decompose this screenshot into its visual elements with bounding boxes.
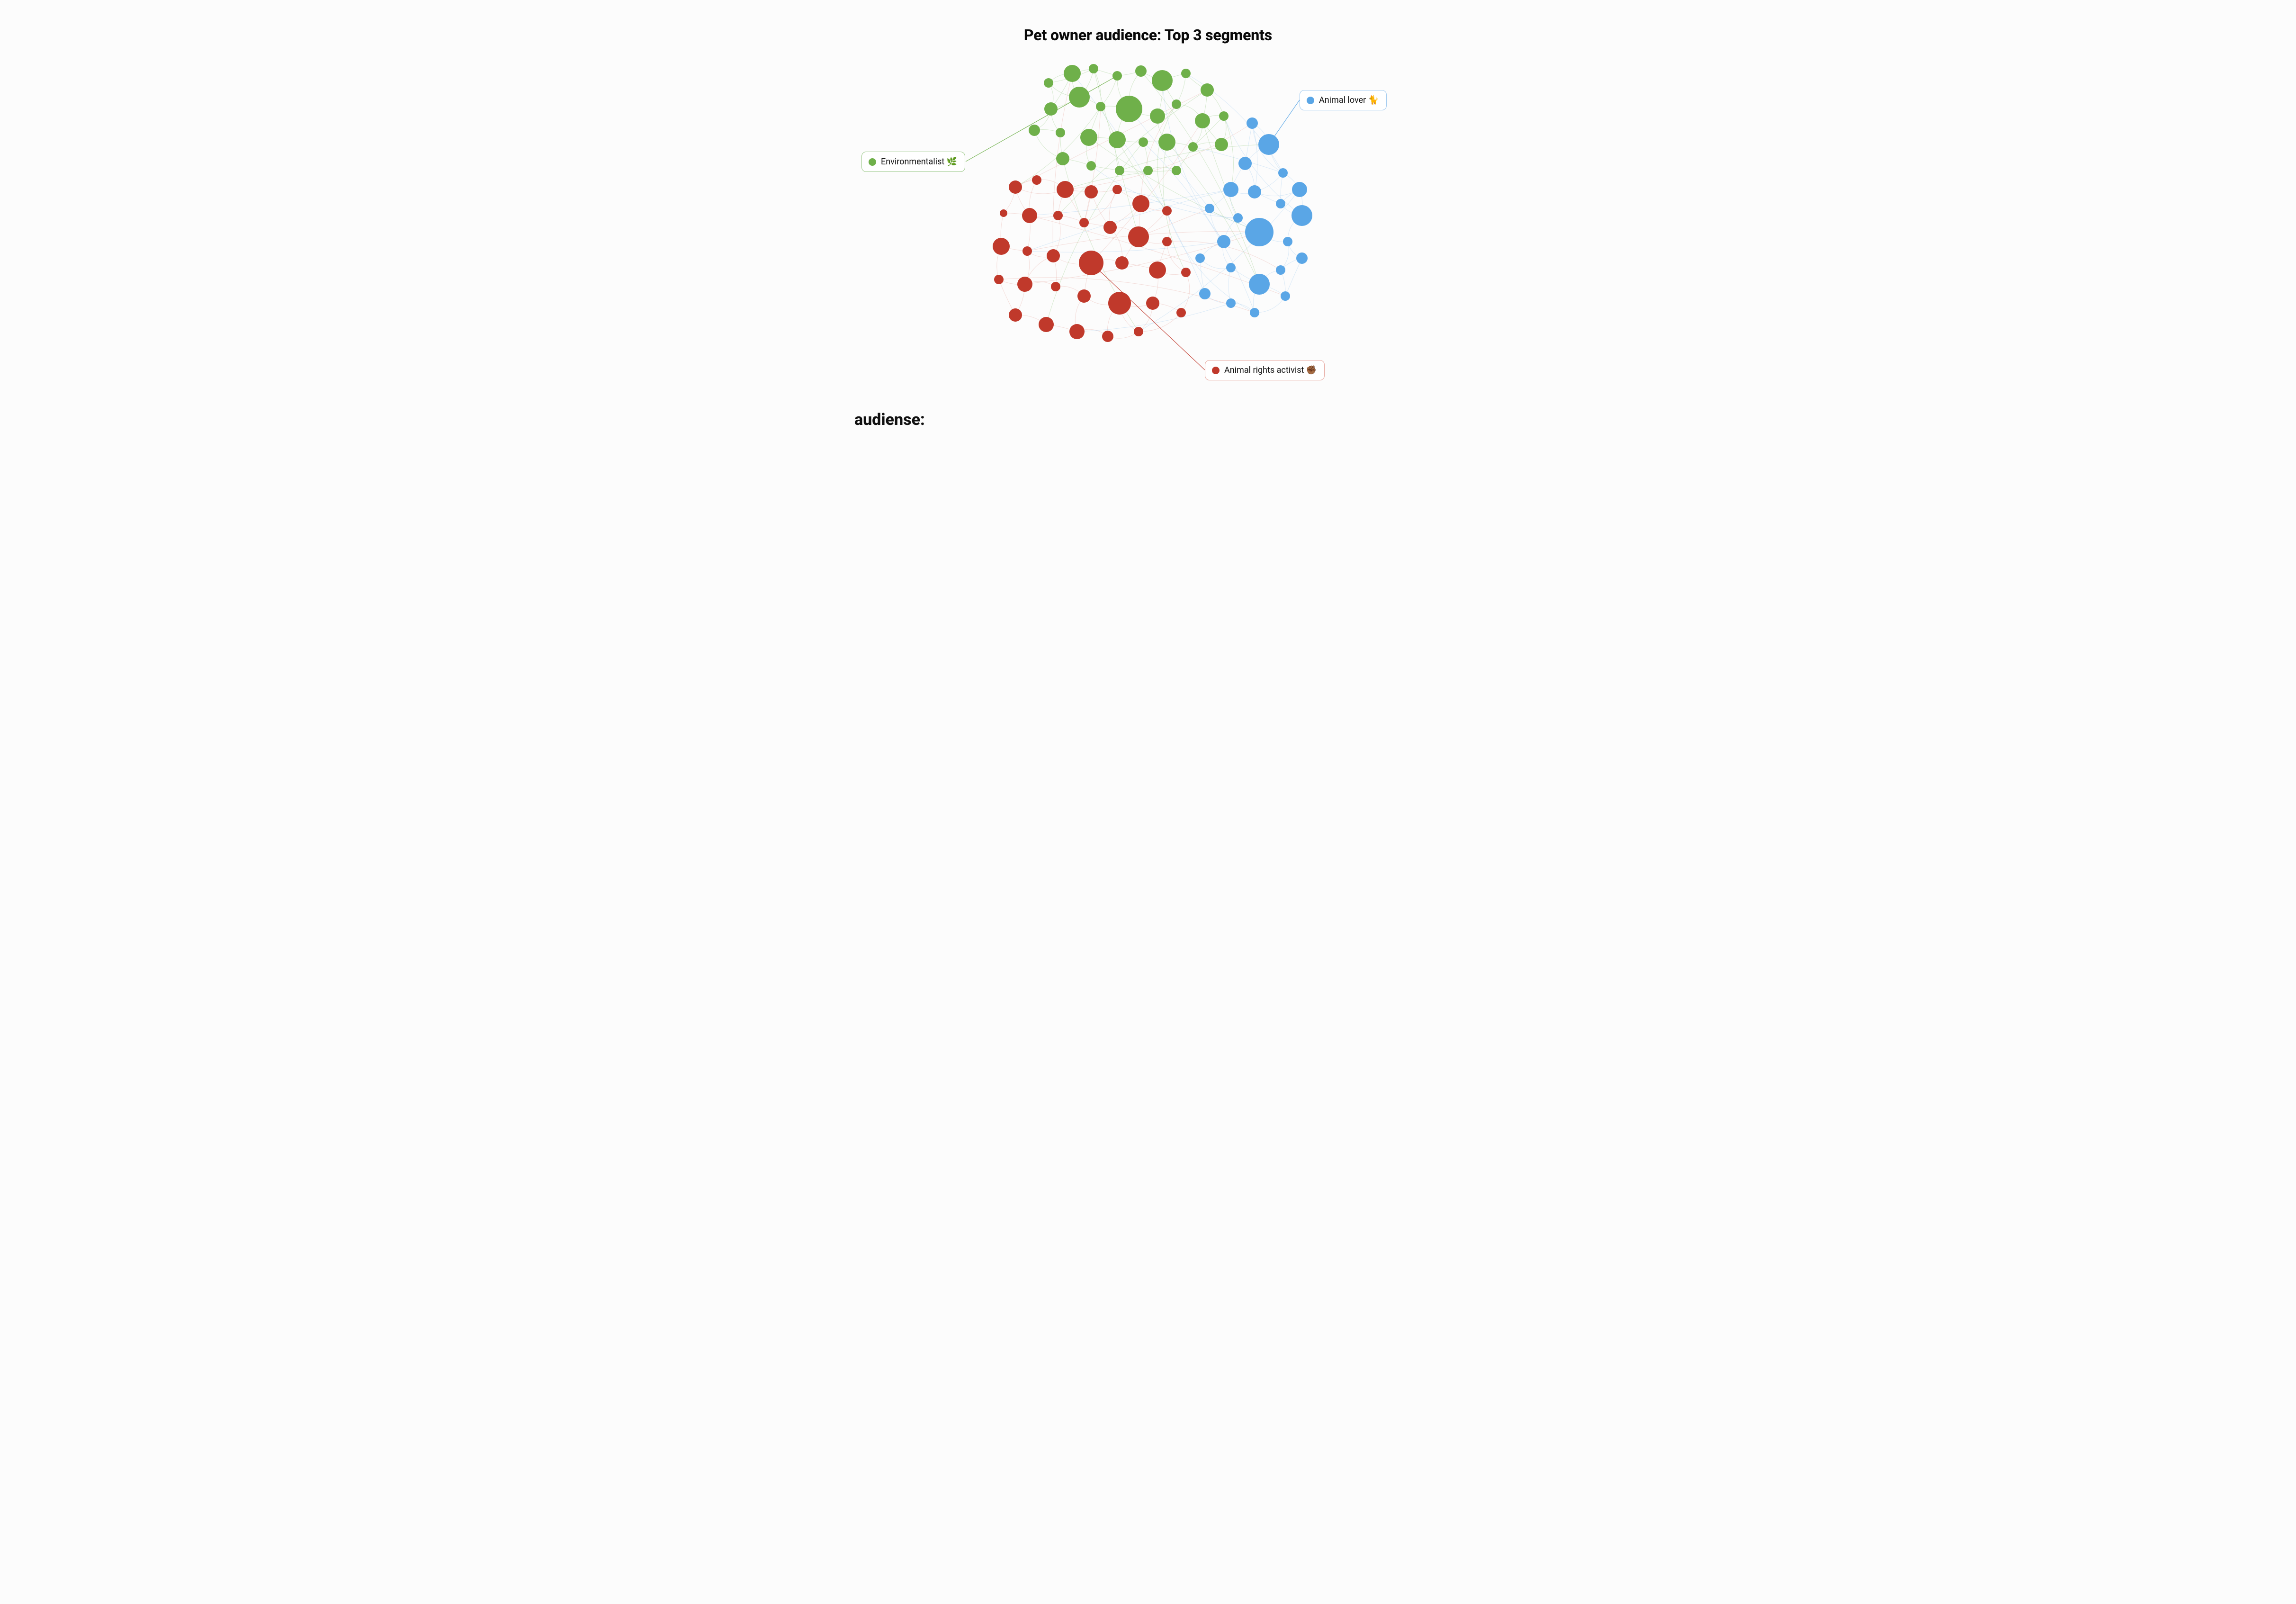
network-node — [1276, 265, 1285, 275]
network-node — [1022, 246, 1032, 256]
legend-label: Animal rights activist ✊🏾 — [1224, 365, 1317, 375]
network-node — [1128, 226, 1149, 247]
network-node — [993, 238, 1010, 255]
network-node — [1044, 102, 1058, 116]
network-node — [1296, 252, 1308, 264]
legend-label: Animal lover 🐈 — [1319, 95, 1379, 105]
network-node — [1017, 277, 1032, 292]
network-node — [1172, 99, 1181, 109]
network-node — [1022, 208, 1037, 223]
network-node — [1053, 211, 1063, 220]
brand-logo: audiense: — [854, 410, 925, 429]
network-node — [1109, 131, 1126, 148]
network-node — [1079, 251, 1103, 275]
network-node — [1215, 138, 1228, 151]
legend-animal-rights-activist: Animal rights activist ✊🏾 — [1205, 360, 1325, 380]
network-node — [1089, 64, 1098, 73]
network-node — [1146, 297, 1159, 310]
network-node — [1150, 108, 1165, 124]
network-node — [1056, 128, 1065, 137]
network-node — [1188, 142, 1198, 152]
chart-stage: Pet owner audience: Top 3 segments Envir… — [826, 0, 1470, 449]
network-node — [1139, 137, 1148, 147]
network-node — [1112, 71, 1122, 81]
network-node — [1069, 87, 1090, 108]
network-node — [1158, 134, 1175, 151]
network-node — [1086, 161, 1096, 171]
network-node — [1247, 117, 1258, 129]
network-node — [1039, 317, 1054, 332]
network-node — [1056, 152, 1069, 165]
network-node — [1195, 113, 1210, 128]
network-node — [1217, 235, 1230, 248]
network-node — [1009, 308, 1022, 322]
legend-animal-lover: Animal lover 🐈 — [1300, 90, 1387, 110]
network-node — [1135, 65, 1147, 77]
network-node — [1115, 166, 1124, 175]
network-node — [1029, 125, 1040, 136]
network-node — [1292, 182, 1307, 197]
network-node — [1201, 83, 1214, 97]
network-node — [1205, 204, 1214, 213]
network-node — [1276, 199, 1285, 208]
network-node — [1176, 308, 1186, 317]
network-node — [1245, 218, 1274, 246]
network-node — [1238, 157, 1252, 170]
network-node — [1085, 185, 1098, 198]
network-node — [1283, 237, 1292, 246]
network-node — [1057, 181, 1074, 198]
network-node — [1103, 221, 1117, 234]
network-node — [1069, 324, 1085, 339]
network-node — [1223, 182, 1238, 197]
network-node — [1051, 282, 1060, 291]
network-node — [1047, 249, 1060, 262]
network-node — [1134, 327, 1143, 336]
network-node — [1162, 237, 1172, 246]
network-node — [1077, 289, 1091, 303]
network-node — [1152, 70, 1173, 91]
network-node — [1079, 218, 1089, 227]
network-node — [1115, 256, 1129, 270]
network-node — [1102, 331, 1113, 342]
network-node — [1181, 69, 1191, 78]
network-svg — [826, 0, 1470, 449]
network-node — [1143, 166, 1153, 175]
legend-dot-icon — [1212, 367, 1220, 374]
network-node — [1149, 261, 1166, 279]
network-node — [1258, 134, 1279, 155]
network-node — [1080, 129, 1097, 146]
network-node — [1064, 65, 1081, 82]
network-node — [1112, 185, 1122, 194]
network-node — [1108, 292, 1131, 315]
network-node — [1132, 195, 1149, 212]
network-node — [1226, 263, 1236, 272]
network-node — [1281, 291, 1290, 301]
network-node — [1248, 185, 1261, 198]
network-node — [1032, 175, 1041, 185]
network-node — [1219, 111, 1229, 121]
legend-label: Environmentalist 🌿 — [881, 157, 957, 167]
network-node — [1199, 288, 1211, 299]
network-node — [1044, 78, 1053, 88]
network-node — [1233, 213, 1243, 223]
network-node — [1292, 205, 1312, 226]
network-node — [1116, 96, 1142, 122]
network-node — [1172, 166, 1181, 175]
legend-dot-icon — [869, 158, 876, 166]
network-node — [1000, 209, 1007, 217]
network-node — [1195, 253, 1205, 263]
network-node — [1278, 168, 1288, 178]
network-node — [1249, 274, 1270, 295]
network-node — [1009, 180, 1022, 194]
legend-environmentalist: Environmentalist 🌿 — [861, 152, 965, 172]
network-node — [994, 275, 1004, 284]
network-node — [1226, 298, 1236, 308]
network-node — [1181, 268, 1191, 277]
network-node — [1096, 102, 1105, 111]
network-node — [1162, 206, 1172, 216]
network-node — [1250, 308, 1259, 317]
legend-dot-icon — [1307, 97, 1314, 104]
